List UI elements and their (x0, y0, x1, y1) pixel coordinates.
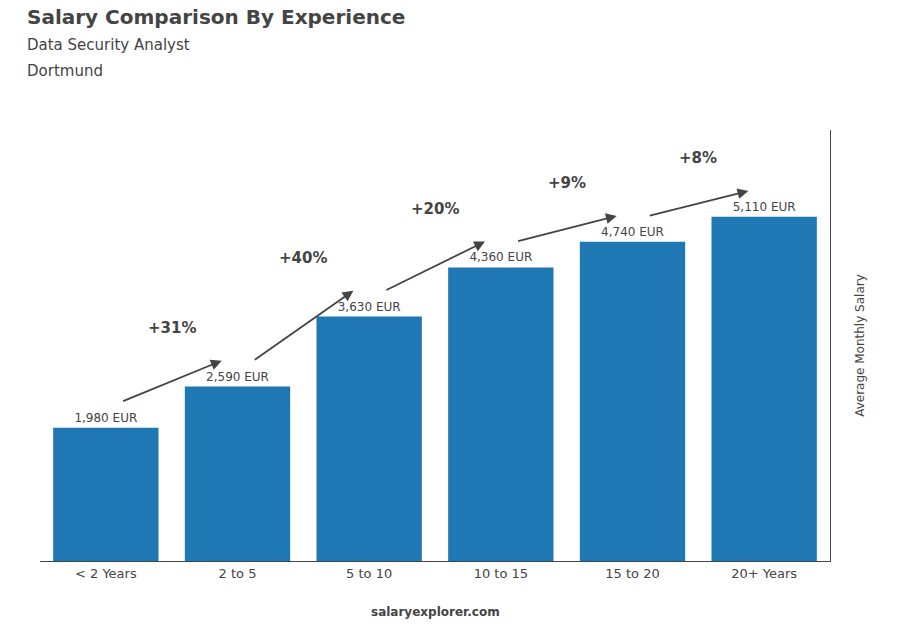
svg-text:5 to 10: 5 to 10 (346, 566, 392, 581)
svg-text:20+ Years: 20+ Years (731, 566, 797, 581)
svg-text:3,630 EUR: 3,630 EUR (338, 300, 401, 314)
svg-text:Salary Comparison By Experienc: Salary Comparison By ExperienceData Secu… (27, 5, 405, 80)
svg-text:5,110 EUR: 5,110 EUR (733, 200, 796, 214)
svg-text:1,980 EUR: 1,980 EUR (74, 411, 137, 425)
svg-text:< 2 Years: < 2 Years (75, 566, 137, 581)
svg-text:Average Monthly Salary: Average Monthly Salary (853, 274, 867, 417)
svg-text:salaryexplorer.com: salaryexplorer.com (371, 605, 500, 619)
svg-text:2 to 5: 2 to 5 (219, 566, 257, 581)
svg-text:10 to 15: 10 to 15 (474, 566, 528, 581)
svg-text:4,360 EUR: 4,360 EUR (469, 250, 532, 264)
svg-text:15 to 20: 15 to 20 (605, 566, 659, 581)
svg-text:+9%: +9% (548, 174, 586, 192)
svg-text:4,740 EUR: 4,740 EUR (601, 225, 664, 239)
svg-text:+31%: +31% (148, 319, 196, 337)
svg-text:+8%: +8% (679, 149, 717, 167)
svg-text:2,590 EUR: 2,590 EUR (206, 370, 269, 384)
svg-text:+40%: +40% (279, 249, 327, 267)
svg-text:+20%: +20% (411, 200, 459, 218)
